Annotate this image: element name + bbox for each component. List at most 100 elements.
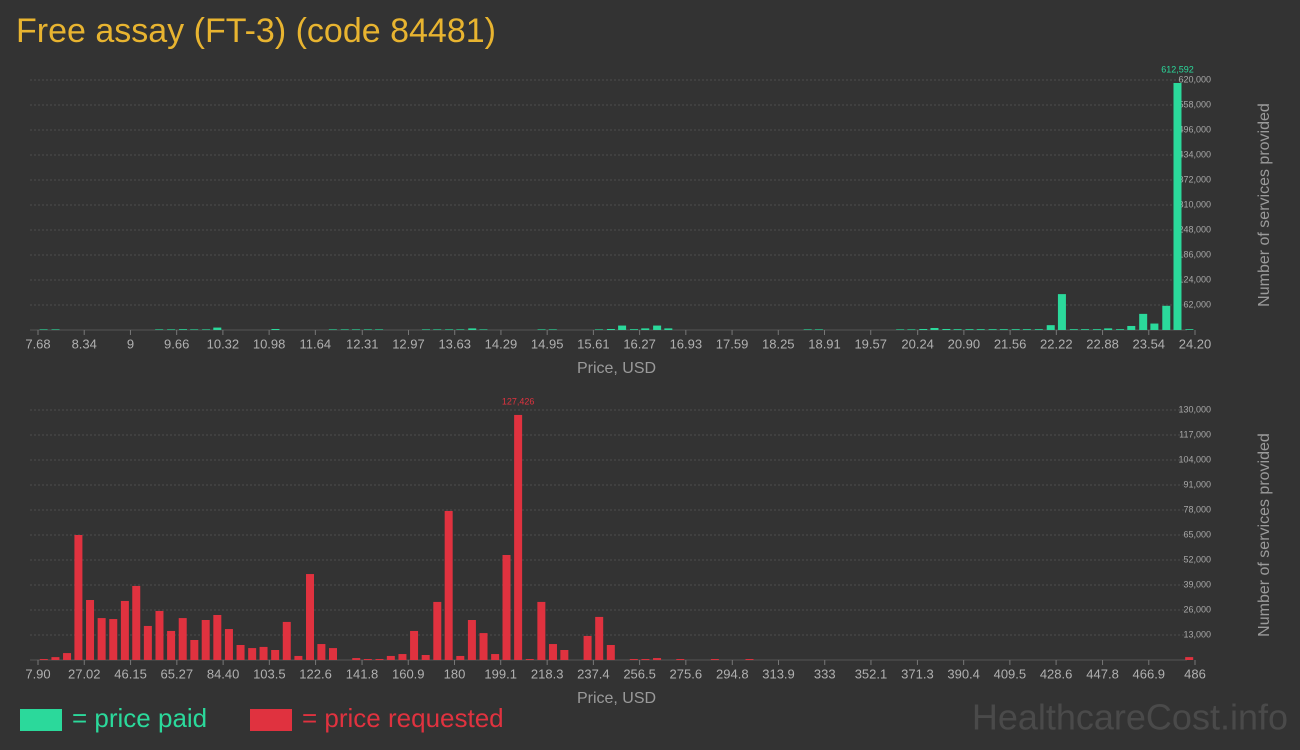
x-tick-label: 18.25 [762, 336, 795, 351]
bar [629, 659, 638, 660]
bar [1185, 657, 1194, 660]
y-tick-label: 434,000 [1178, 149, 1211, 159]
y-tick-label: 26,000 [1183, 604, 1211, 614]
bar [953, 329, 962, 330]
bar [386, 655, 395, 660]
bar [1162, 305, 1171, 330]
legend-swatch [20, 709, 62, 731]
bar [178, 618, 187, 660]
y-tick-label: 620,000 [1178, 74, 1211, 84]
x-tick-label: 7.90 [25, 666, 50, 681]
bar [606, 645, 615, 660]
bar [919, 328, 928, 330]
x-tick-label: 10.98 [253, 336, 286, 351]
x-tick-label: 8.34 [72, 336, 97, 351]
bar [433, 601, 442, 660]
x-tick-label: 12.31 [346, 336, 379, 351]
bar [999, 329, 1008, 330]
bar [548, 329, 557, 330]
bar [433, 329, 442, 330]
x-tick-label: 486 [1184, 666, 1206, 681]
bar [74, 535, 83, 660]
bar [259, 646, 268, 660]
bar [537, 329, 546, 330]
x-tick-label: 160.9 [392, 666, 425, 681]
bar [1011, 329, 1020, 330]
bar [630, 329, 639, 330]
bar [328, 329, 337, 330]
bar [213, 327, 222, 330]
bar [594, 329, 603, 330]
y-tick-label: 372,000 [1178, 174, 1211, 184]
bar [351, 329, 360, 330]
x-tick-label: 313.9 [762, 666, 795, 681]
bar [410, 630, 419, 660]
bar [803, 329, 812, 330]
bar [202, 329, 211, 330]
bar [606, 328, 615, 330]
y-tick-label: 186,000 [1178, 249, 1211, 259]
bar [1069, 329, 1078, 330]
bar [618, 325, 627, 330]
watermark: HealthcareCost.info [972, 697, 1288, 738]
bar [224, 629, 233, 660]
x-tick-label: 18.91 [808, 336, 841, 351]
x-tick-label: 428.6 [1040, 666, 1073, 681]
x-tick-label: 20.90 [948, 336, 981, 351]
y-tick-label: 52,000 [1183, 554, 1211, 564]
x-tick-label: 122.6 [299, 666, 332, 681]
bar [340, 329, 349, 330]
bar [468, 328, 477, 330]
y-tick-label: 248,000 [1178, 224, 1211, 234]
bar [398, 654, 407, 660]
x-tick-label: 199.1 [484, 666, 517, 681]
bar [1139, 313, 1148, 330]
bar [363, 659, 372, 660]
x-tick-label: 390.4 [947, 666, 980, 681]
bar [120, 600, 129, 660]
bar [421, 655, 430, 660]
x-tick-label: 466.9 [1133, 666, 1166, 681]
bar [39, 329, 48, 330]
x-tick-label: 21.56 [994, 336, 1027, 351]
x-tick-label: 14.95 [531, 336, 564, 351]
bar [271, 328, 280, 330]
bar [641, 328, 650, 330]
chart-title: Free assay (FT-3) (code 84481) [16, 12, 496, 50]
y-tick-label: 496,000 [1178, 124, 1211, 134]
x-tick-label: 9.66 [164, 336, 189, 351]
bar [97, 618, 106, 660]
legend-label: = price requested [302, 703, 504, 733]
bar [375, 659, 384, 660]
bar [965, 329, 974, 330]
x-tick-label: 352.1 [855, 666, 888, 681]
bar [502, 555, 511, 660]
bar [352, 658, 361, 660]
bar [479, 329, 488, 330]
x-axis-title: Price, USD [577, 360, 656, 377]
bar [306, 574, 315, 660]
x-tick-label: 11.64 [300, 336, 332, 351]
bar [213, 615, 222, 660]
bar [109, 619, 118, 660]
x-tick-label: 23.54 [1133, 336, 1166, 351]
x-tick-label: 218.3 [531, 666, 564, 681]
x-tick-label: 14.29 [485, 336, 518, 351]
y-tick-label: 13,000 [1183, 629, 1211, 639]
bar [445, 329, 454, 330]
value-label: 612,592 [1161, 64, 1194, 74]
x-tick-label: 237.4 [577, 666, 610, 681]
bar [525, 659, 534, 660]
bar [132, 585, 141, 660]
x-tick-label: 84.40 [207, 666, 240, 681]
x-tick-label: 15.61 [577, 336, 610, 351]
bar [39, 659, 48, 660]
bar [51, 657, 60, 660]
x-tick-label: 141.8 [346, 666, 379, 681]
bar [1127, 325, 1136, 330]
bar [942, 328, 951, 330]
y-axis-title: Number of services provided [1256, 433, 1273, 637]
y-tick-label: 78,000 [1183, 504, 1211, 514]
bar [178, 329, 187, 330]
y-tick-label: 65,000 [1183, 529, 1211, 539]
